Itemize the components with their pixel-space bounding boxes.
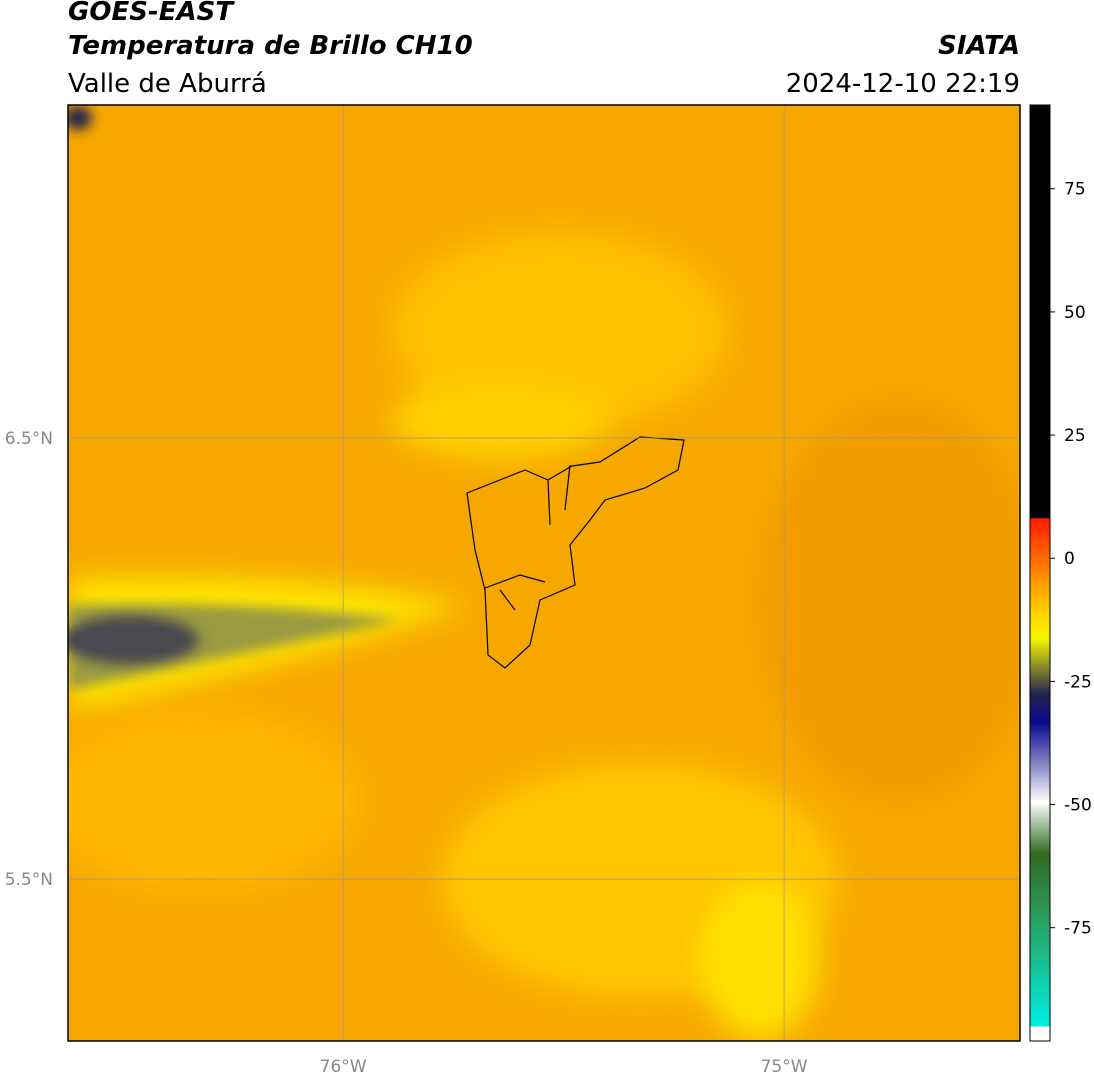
lon-tick-label: 75°W [761, 1057, 808, 1077]
colorbar-tick-label: 75 [1064, 180, 1086, 200]
colorbar-tick-label: 50 [1064, 303, 1086, 323]
colorbar-tick-label: -75 [1064, 919, 1092, 939]
product-title: Temperatura de Brillo CH10 [68, 31, 473, 61]
map-image [68, 105, 1020, 1041]
colorbar-tick-label: 25 [1064, 426, 1086, 446]
source-label: SIATA [938, 31, 1020, 61]
timestamp: 2024-12-10 22:19 [786, 69, 1020, 99]
grid [68, 105, 1020, 1041]
colorbar-tick-label: -50 [1064, 796, 1092, 816]
lon-tick-label: 76°W [320, 1057, 367, 1077]
map-frame [67, 104, 1021, 1042]
lat-tick-label: 6.5°N [5, 429, 53, 449]
region-label: Valle de Aburrá [68, 69, 267, 99]
colorbar [1029, 104, 1051, 1042]
lat-tick-label: 5.5°N [5, 870, 53, 890]
colorbar-tick-label: 0 [1064, 549, 1075, 569]
satellite-title: GOES-EAST [68, 0, 235, 27]
colorbar-tick-label: -25 [1064, 672, 1092, 692]
